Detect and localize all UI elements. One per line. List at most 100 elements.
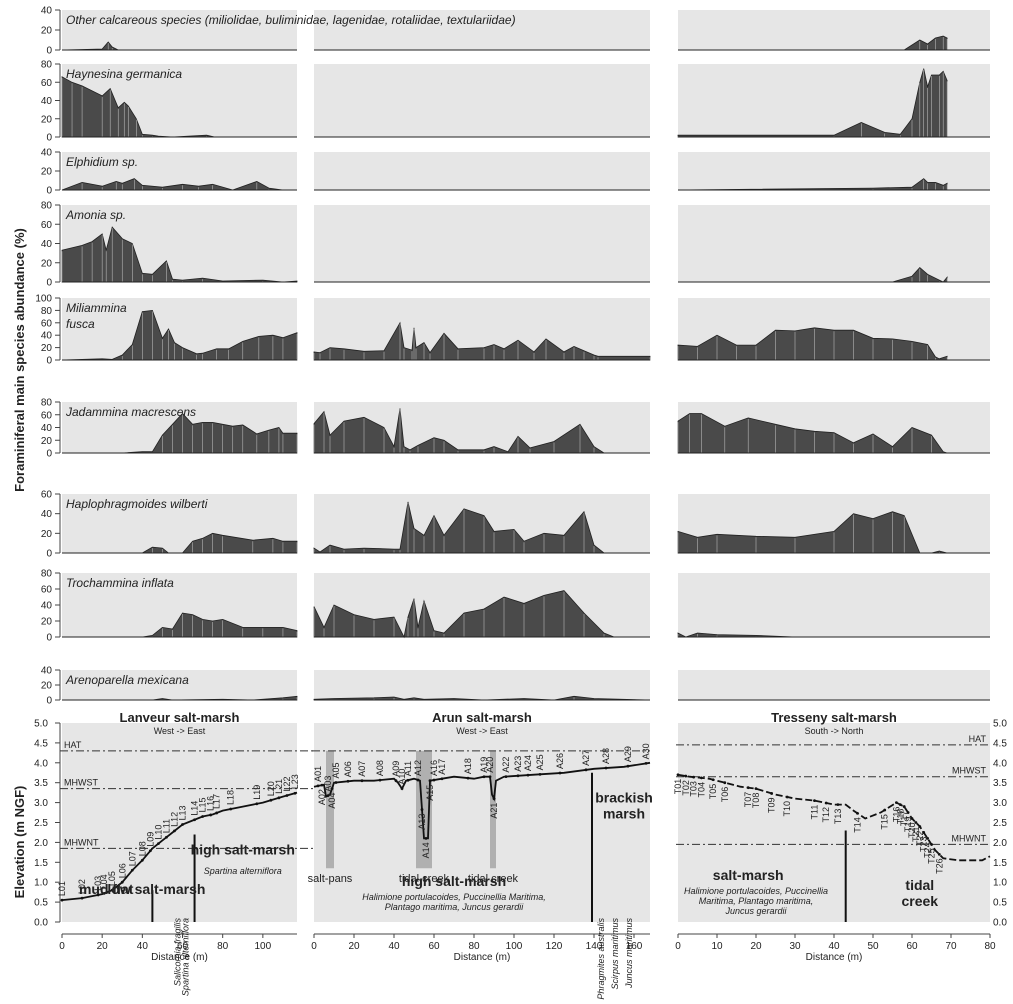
elev-tick-label: 2.0 bbox=[34, 838, 48, 849]
sample-label: T17 bbox=[899, 811, 909, 827]
species-name: Trochammina inflata bbox=[66, 576, 174, 590]
elev-tick-label: 4.0 bbox=[34, 758, 48, 769]
sample-label: T04 bbox=[696, 782, 706, 798]
y-tick-label: 60 bbox=[41, 410, 53, 421]
elev-tick-label: 1.5 bbox=[34, 858, 48, 869]
abundance-area bbox=[62, 612, 298, 638]
abundance-area bbox=[313, 321, 651, 361]
sample-label: A24 bbox=[523, 755, 533, 771]
y-tick-label: 20 bbox=[41, 436, 53, 447]
abundance-area bbox=[61, 76, 297, 138]
sample-label: A04 bbox=[327, 793, 337, 809]
sample-label: A11 bbox=[403, 761, 413, 776]
y-tick-label: 80 bbox=[41, 60, 53, 71]
y-tick-label: 20 bbox=[41, 167, 53, 178]
y-tick-label: 60 bbox=[41, 78, 53, 89]
sample-marker bbox=[684, 774, 688, 778]
band-label: tidal creek bbox=[399, 873, 450, 885]
sample-marker bbox=[895, 801, 898, 804]
y-tick-label: 20 bbox=[41, 617, 53, 628]
elev-tick-label: 1.0 bbox=[34, 878, 48, 889]
sample-marker bbox=[378, 778, 382, 782]
sample-label: A26 bbox=[555, 753, 565, 769]
sample-marker bbox=[229, 807, 233, 811]
sample-label: A22 bbox=[501, 757, 511, 773]
sample-label: L18 bbox=[226, 790, 236, 805]
x-tick-label: 120 bbox=[546, 941, 563, 952]
sample-label: A10 bbox=[397, 769, 407, 785]
site-title: Arun salt-marsh bbox=[432, 710, 532, 725]
sample-label: A20 bbox=[485, 757, 495, 773]
species-panels: 0 20 40 Other calcareous species (miliolida… bbox=[35, 6, 990, 707]
y-tick-label: 60 bbox=[41, 490, 53, 501]
sample-marker bbox=[914, 821, 918, 824]
sample-marker bbox=[209, 813, 213, 817]
sample-label: A28 bbox=[601, 748, 611, 764]
y-tick-label: 40 bbox=[41, 96, 53, 107]
sample-marker bbox=[420, 808, 424, 811]
sample-label: T02 bbox=[681, 780, 691, 796]
zone-label: brackish bbox=[595, 790, 653, 806]
y-tick-label: 20 bbox=[41, 26, 53, 37]
panel-background bbox=[314, 10, 650, 50]
sample-marker bbox=[320, 783, 324, 787]
x-tick-label: 20 bbox=[97, 941, 109, 952]
y-tick-label: 40 bbox=[41, 331, 53, 342]
sample-marker bbox=[428, 779, 432, 783]
sample-label: T13 bbox=[833, 809, 843, 825]
sample-label: A16 bbox=[429, 760, 439, 776]
sample-label: T20 bbox=[907, 823, 917, 839]
sample-marker bbox=[922, 831, 926, 834]
y-tick-label: 100 bbox=[35, 294, 52, 305]
sample-label: L13 bbox=[178, 805, 188, 820]
sample-marker bbox=[538, 772, 542, 776]
sample-marker bbox=[255, 802, 259, 806]
tide-level-label: MHWST bbox=[64, 778, 98, 788]
x-axis-title: Distance (m) bbox=[454, 952, 511, 963]
species-name: Other calcareous species (miliolidae, bu… bbox=[66, 13, 516, 27]
sample-label: A07 bbox=[357, 761, 367, 777]
zone-label: Halimione portulacoides, Puccinellia bbox=[684, 886, 828, 896]
sample-label: A06 bbox=[343, 761, 353, 777]
sample-label: A01 bbox=[313, 766, 323, 782]
x-tick-label: 0 bbox=[59, 941, 65, 952]
sample-marker bbox=[130, 868, 134, 872]
sample-label: A30 bbox=[641, 743, 651, 759]
sample-label: A29 bbox=[623, 746, 633, 762]
elev-tick-label-right: 1.0 bbox=[993, 878, 1007, 889]
species-name: fusca bbox=[66, 317, 95, 331]
zone-species: Juncus maritimus bbox=[624, 918, 634, 990]
sample-marker bbox=[326, 794, 330, 798]
y-axis-title: Foraminiferal main species abundance (%) bbox=[12, 228, 27, 492]
sample-label: L23 bbox=[290, 774, 300, 789]
sample-marker bbox=[60, 898, 64, 902]
sample-marker bbox=[604, 766, 608, 770]
y-tick-label: 40 bbox=[41, 6, 53, 17]
sample-label: A17 bbox=[437, 759, 447, 775]
sample-label: L04 bbox=[99, 874, 109, 889]
species-name: Amonia sp. bbox=[65, 208, 126, 222]
sample-marker bbox=[120, 880, 124, 884]
sample-marker bbox=[400, 787, 404, 791]
y-tick-label: 0 bbox=[46, 186, 52, 197]
sample-marker bbox=[723, 781, 727, 785]
species-row: 0 20 40 60 80 Trochammina inflata bbox=[41, 569, 990, 644]
site-direction: South -> North bbox=[805, 726, 864, 736]
sample-marker bbox=[910, 817, 914, 820]
sample-label: L10 bbox=[153, 825, 163, 840]
panel-background bbox=[314, 152, 650, 190]
sample-label: L11 bbox=[161, 819, 171, 833]
sample-marker bbox=[926, 837, 929, 840]
zone-label: low salt-marsh bbox=[107, 881, 205, 897]
sample-marker bbox=[346, 779, 350, 783]
profile-background bbox=[678, 723, 990, 922]
abundance-area bbox=[677, 68, 948, 138]
x-tick-label: 80 bbox=[217, 941, 229, 952]
sample-label: L06 bbox=[117, 863, 127, 878]
abundance-area bbox=[61, 178, 297, 191]
sample-marker bbox=[140, 858, 144, 862]
panel-background bbox=[678, 670, 990, 700]
sample-label: L16 bbox=[206, 796, 216, 811]
x-tick-label: 80 bbox=[468, 941, 480, 952]
